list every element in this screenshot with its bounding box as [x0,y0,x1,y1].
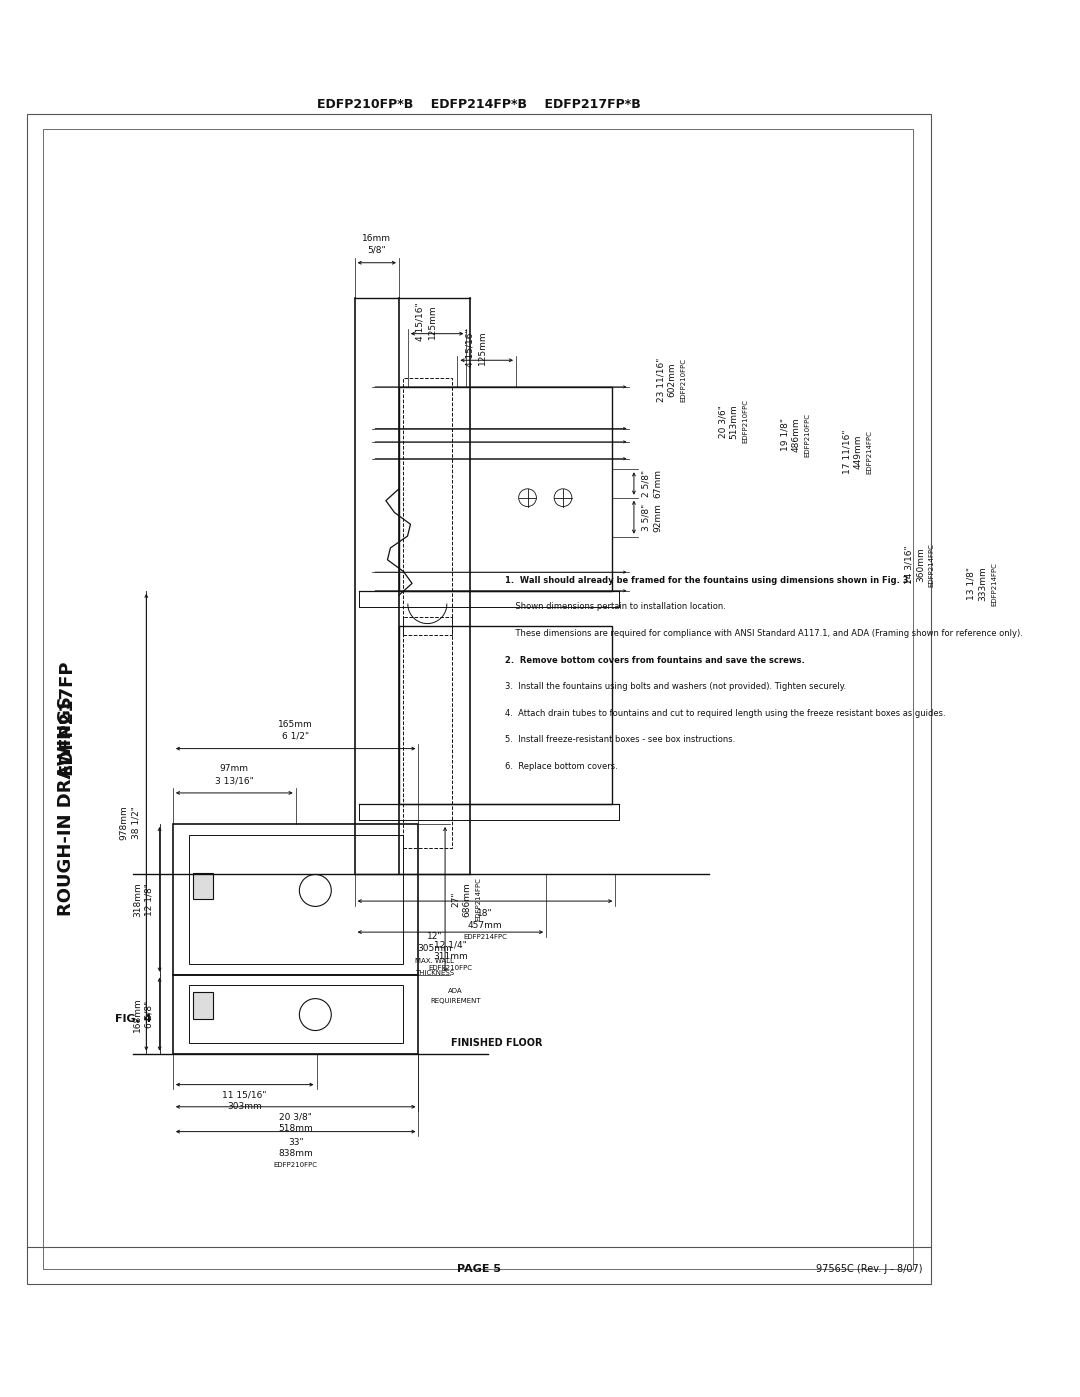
Text: 311mm: 311mm [433,951,468,961]
Text: 97mm: 97mm [220,764,248,774]
Text: FINISHED FLOOR: FINISHED FLOOR [450,1038,542,1048]
Text: 305mm: 305mm [417,944,451,954]
Text: 1.  Wall should already be framed for the fountains using dimensions shown in Fi: 1. Wall should already be framed for the… [505,576,913,585]
Text: 92mm: 92mm [653,503,662,532]
Text: PAGE 5: PAGE 5 [457,1264,501,1274]
Text: 5/8": 5/8" [367,246,387,254]
Text: 6 1/2": 6 1/2" [282,732,309,740]
Text: EDFP214FPC: EDFP214FPC [929,543,935,587]
Bar [404,379,453,636]
Text: 14 3/16": 14 3/16" [904,546,914,584]
Text: 838mm: 838mm [279,1150,313,1158]
Text: 486mm: 486mm [792,418,800,453]
Text: 6 5/8": 6 5/8" [145,1000,153,1028]
Text: 518mm: 518mm [279,1125,313,1133]
Bar [399,387,611,591]
Text: 5.  Install freeze-resistant boxes - see box instructions.: 5. Install freeze-resistant boxes - see … [505,735,735,745]
Text: 513mm: 513mm [730,404,739,439]
Text: EDFP210FP*B    EDFP214FP*B    EDFP217FP*B: EDFP210FP*B EDFP214FP*B EDFP217FP*B [316,98,640,110]
Text: 318mm: 318mm [133,882,141,916]
Text: ADA: ADA [448,988,463,993]
Text: EDFP210FPC: EDFP210FPC [429,964,472,971]
Text: 19 1/8": 19 1/8" [780,418,789,451]
Text: 360mm: 360mm [916,548,924,583]
Text: 3 13/16": 3 13/16" [215,775,254,785]
Text: EDFP210FPC: EDFP210FPC [805,412,811,457]
Bar [193,992,213,1018]
Text: 4 15/16": 4 15/16" [416,302,424,341]
Text: ROUGH-IN DRAWINGS: ROUGH-IN DRAWINGS [57,696,76,916]
Text: 165mm: 165mm [279,721,313,729]
Text: 38 1/2": 38 1/2" [131,806,140,838]
Text: 125mm: 125mm [428,305,437,338]
Bar [404,617,453,848]
Text: EDFP210FPC: EDFP210FPC [743,400,748,443]
Text: 168mm: 168mm [133,996,141,1031]
Text: REQUIREMENT: REQUIREMENT [431,999,481,1004]
Text: 978mm: 978mm [120,805,129,840]
Text: 16mm: 16mm [362,235,391,243]
Text: 333mm: 333mm [977,566,987,601]
Text: 303mm: 303mm [227,1102,262,1111]
Text: MAX. WALL: MAX. WALL [415,958,454,964]
Text: EDFP214FPC: EDFP214FPC [463,933,507,940]
Text: 6.  Replace bottom covers.: 6. Replace bottom covers. [505,761,618,771]
Text: EDFP214FPC: EDFP214FPC [990,562,997,606]
Text: 17 11/16": 17 11/16" [842,429,851,474]
Text: 33": 33" [288,1137,303,1147]
Text: 686mm: 686mm [462,882,472,916]
Bar [173,824,418,975]
Bar [189,834,403,964]
Text: 3 5/8": 3 5/8" [642,503,651,531]
Text: EDFP217FP: EDFP217FP [57,659,76,775]
Text: 12 1/4": 12 1/4" [434,940,467,949]
Text: 602mm: 602mm [667,362,676,397]
Text: EDFP210FPC: EDFP210FPC [273,1162,318,1168]
Text: 11 15/16": 11 15/16" [222,1091,267,1099]
Bar [189,985,403,1044]
Text: 97565C (Rev. J - 8/07): 97565C (Rev. J - 8/07) [815,1264,922,1274]
Bar [173,975,418,1053]
Text: 2 5/8": 2 5/8" [642,469,651,497]
Bar [399,626,611,803]
Text: 3.  Install the fountains using bolts and washers (not provided). Tighten secure: 3. Install the fountains using bolts and… [505,682,847,692]
Text: 13 1/8": 13 1/8" [967,567,975,601]
Text: 23 11/16": 23 11/16" [656,358,665,402]
Text: 125mm: 125mm [477,331,487,365]
Text: 20 3/8": 20 3/8" [280,1113,312,1122]
Text: These dimensions are required for compliance with ANSI Standard A117.1, and ADA : These dimensions are required for compli… [505,629,1023,638]
Text: 12": 12" [427,932,442,942]
Text: FIG. 4: FIG. 4 [116,1014,152,1024]
Text: EDFP214FPC: EDFP214FPC [476,877,482,921]
Text: EDFP210FPC: EDFP210FPC [680,358,687,402]
Text: 4 15/16": 4 15/16" [465,328,474,367]
Text: Shown dimensions pertain to installation location.: Shown dimensions pertain to installation… [505,602,726,612]
Text: 18": 18" [477,909,492,918]
Bar [193,873,213,900]
Text: 2.  Remove bottom covers from fountains and save the screws.: 2. Remove bottom covers from fountains a… [505,655,805,665]
Text: EDFP214FPC: EDFP214FPC [867,430,873,474]
Text: 27": 27" [451,891,460,907]
Text: 4.  Attach drain tubes to fountains and cut to required length using the freeze : 4. Attach drain tubes to fountains and c… [505,708,946,718]
Text: 12 1/8": 12 1/8" [145,883,153,916]
Text: 449mm: 449mm [853,434,863,469]
Text: 457mm: 457mm [468,921,502,929]
Text: 67mm: 67mm [653,469,662,497]
Text: THICKNESS: THICKNESS [415,970,454,977]
Text: 20 3/6": 20 3/6" [718,405,727,437]
